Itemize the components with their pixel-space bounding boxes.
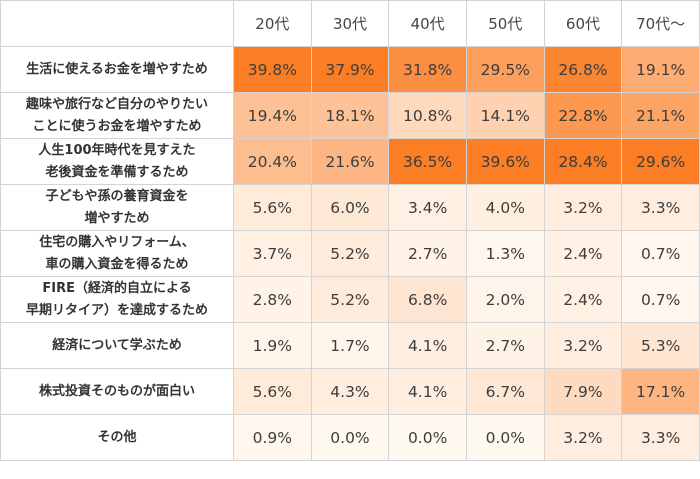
table-row: その他 0.9% 0.0% 0.0% 0.0% 3.2% 3.3% [0, 414, 700, 461]
row-label: 住宅の購入やリフォーム、 車の購入資金を得るため [0, 230, 234, 277]
heatmap-cell: 19.1% [621, 46, 700, 93]
table-row: FIRE（経済的自立による 早期リタイア）を達成するため 2.8% 5.2% 6.8%… [0, 276, 700, 323]
heatmap-cell: 3.2% [543, 184, 623, 231]
heatmap-cell: 2.0% [465, 276, 545, 323]
heatmap-cell: 6.8% [388, 276, 467, 323]
heatmap-cell: 5.3% [621, 322, 700, 369]
heatmap-cell: 4.0% [465, 184, 545, 231]
heatmap-cell: 20.4% [233, 138, 312, 185]
row-label: FIRE（経済的自立による 早期リタイア）を達成するため [0, 276, 234, 323]
heatmap-cell: 3.2% [543, 322, 623, 369]
heatmap-cell: 28.4% [543, 138, 623, 185]
heatmap-cell: 0.0% [310, 414, 390, 461]
heatmap-cell: 26.8% [543, 46, 623, 93]
heatmap-cell: 3.4% [388, 184, 467, 231]
heatmap-cell: 0.7% [621, 276, 700, 323]
heatmap-cell: 18.1% [310, 92, 390, 139]
heatmap-cell: 0.0% [388, 414, 467, 461]
table-row: 趣味や旅行など自分のやりたい ことに使うお金を増やすため 19.4% 18.1% 10… [0, 92, 700, 139]
heatmap-cell: 39.6% [465, 138, 545, 185]
heatmap-cell: 19.4% [233, 92, 312, 139]
row-label: 生活に使えるお金を増やすため [0, 46, 234, 93]
heatmap-cell: 21.6% [310, 138, 390, 185]
heatmap-cell: 3.2% [543, 414, 623, 461]
row-label: 趣味や旅行など自分のやりたい ことに使うお金を増やすため [0, 92, 234, 139]
heatmap-cell: 4.1% [388, 368, 467, 415]
table-row: 経済について学ぶため 1.9% 1.7% 4.1% 2.7% 3.2% 5.3% [0, 322, 700, 369]
heatmap-cell: 6.7% [465, 368, 545, 415]
heatmap-cell: 5.2% [310, 276, 390, 323]
heatmap-table: 20代 30代 40代 50代 60代 70代～ 生活に使えるお金を増やすため 39.8% 3… [0, 0, 700, 461]
heatmap-cell: 3.3% [621, 184, 700, 231]
heatmap-cell: 3.3% [621, 414, 700, 461]
heatmap-cell: 22.8% [543, 92, 623, 139]
heatmap-cell: 3.7% [233, 230, 312, 277]
heatmap-cell: 2.4% [543, 230, 623, 277]
heatmap-cell: 2.8% [233, 276, 312, 323]
column-header: 30代 [310, 0, 390, 47]
heatmap-cell: 2.7% [388, 230, 467, 277]
heatmap-cell: 21.1% [621, 92, 700, 139]
heatmap-cell: 10.8% [388, 92, 467, 139]
heatmap-cell: 5.2% [310, 230, 390, 277]
column-header: 70代～ [621, 0, 700, 47]
heatmap-cell: 1.9% [233, 322, 312, 369]
column-header: 40代 [388, 0, 467, 47]
heatmap-cell: 17.1% [621, 368, 700, 415]
column-header: 50代 [465, 0, 545, 47]
heatmap-cell: 14.1% [465, 92, 545, 139]
heatmap-cell: 2.7% [465, 322, 545, 369]
heatmap-cell: 31.8% [388, 46, 467, 93]
heatmap-cell: 5.6% [233, 368, 312, 415]
header-row: 20代 30代 40代 50代 60代 70代～ [0, 0, 700, 47]
table-row: 子どもや孫の養育資金を 増やすため 5.6% 6.0% 3.4% 4.0% 3.2% 3.3… [0, 184, 700, 231]
heatmap-cell: 36.5% [388, 138, 467, 185]
heatmap-cell: 2.4% [543, 276, 623, 323]
column-header: 20代 [233, 0, 312, 47]
row-label: 子どもや孫の養育資金を 増やすため [0, 184, 234, 231]
heatmap-cell: 0.7% [621, 230, 700, 277]
table-row: 人生100年時代を見すえた 老後資金を準備するため 20.4% 21.6% 36.5%… [0, 138, 700, 185]
table-row: 生活に使えるお金を増やすため 39.8% 37.9% 31.8% 29.5% 26.8% 1… [0, 46, 700, 93]
heatmap-cell: 4.3% [310, 368, 390, 415]
heatmap-cell: 0.0% [465, 414, 545, 461]
column-header: 60代 [543, 0, 623, 47]
heatmap-cell: 1.3% [465, 230, 545, 277]
heatmap-cell: 6.0% [310, 184, 390, 231]
table-row: 株式投資そのものが面白い 5.6% 4.3% 4.1% 6.7% 7.9% 17.1% [0, 368, 700, 415]
row-label: 株式投資そのものが面白い [0, 368, 234, 415]
row-label: 経済について学ぶため [0, 322, 234, 369]
table-row: 住宅の購入やリフォーム、 車の購入資金を得るため 3.7% 5.2% 2.7% 1.3%… [0, 230, 700, 277]
row-label: 人生100年時代を見すえた 老後資金を準備するため [0, 138, 234, 185]
heatmap-cell: 29.5% [465, 46, 545, 93]
heatmap-cell: 39.8% [233, 46, 312, 93]
heatmap-cell: 7.9% [543, 368, 623, 415]
heatmap-cell: 29.6% [621, 138, 700, 185]
corner-cell [0, 0, 234, 47]
heatmap-cell: 1.7% [310, 322, 390, 369]
heatmap-cell: 37.9% [310, 46, 390, 93]
heatmap-cell: 0.9% [233, 414, 312, 461]
heatmap-cell: 4.1% [388, 322, 467, 369]
heatmap-cell: 5.6% [233, 184, 312, 231]
row-label: その他 [0, 414, 234, 461]
